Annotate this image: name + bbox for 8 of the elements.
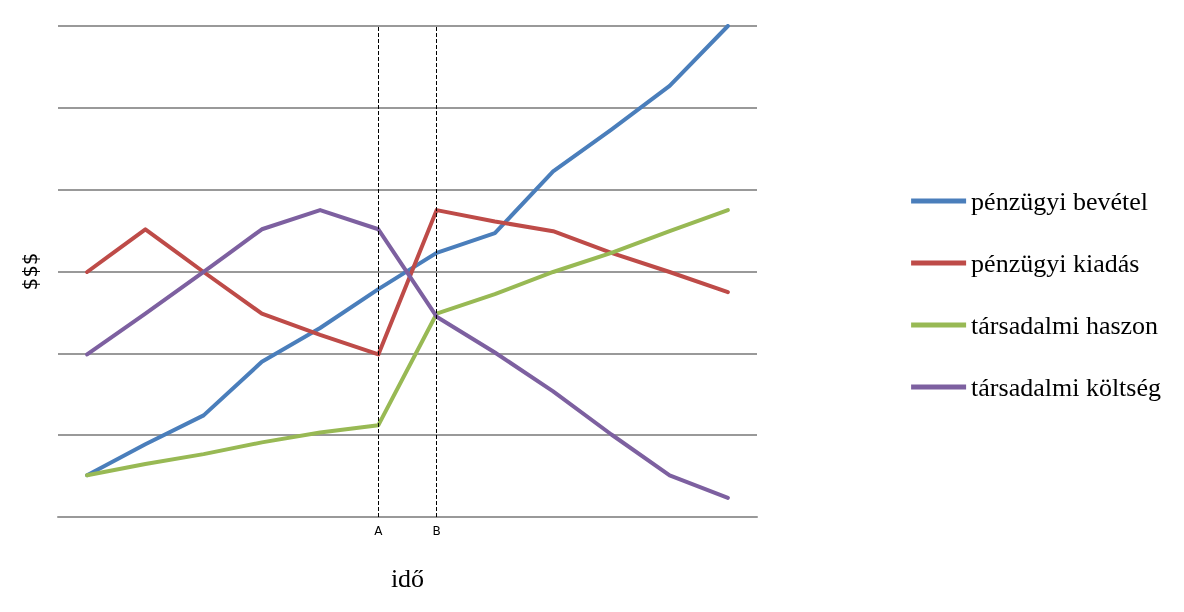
x-tick-label: A	[374, 524, 384, 538]
x-axis-title: idő	[390, 563, 425, 593]
x-tick-label: B	[432, 524, 441, 538]
legend-label: társadalmi költség	[971, 372, 1162, 402]
y-axis-title: $$$	[18, 252, 42, 291]
legend-label: pénzügyi kiadás	[971, 248, 1140, 278]
legend-label: társadalmi haszon	[971, 310, 1159, 340]
legend-label: pénzügyi bevétel	[971, 186, 1148, 216]
